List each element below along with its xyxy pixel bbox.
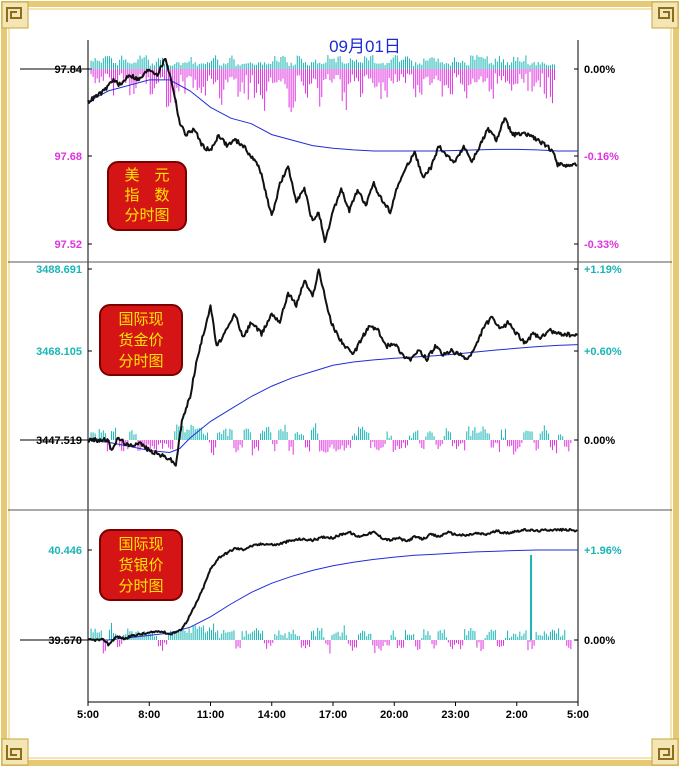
frame-corner-ornament-bl xyxy=(1,738,29,766)
frame-corner-ornament-tr xyxy=(651,1,679,29)
average-price-line xyxy=(87,79,578,152)
badge-dxy-line-3: 分时图 xyxy=(124,206,169,224)
badge-silver-line-2: 货银价 xyxy=(118,556,163,574)
badge-gold-price: 国际现 货金价 分时图 xyxy=(99,304,183,376)
price-line xyxy=(87,268,578,467)
badge-dollar-index: 美 元 指 数 分时图 xyxy=(107,161,187,231)
x-tick-label: 11:00 xyxy=(197,709,225,721)
left-tick-label: 3488.691 xyxy=(36,264,82,276)
left-tick-label: 97.68 xyxy=(54,151,82,163)
badge-dxy-line-1: 美 元 xyxy=(124,166,169,184)
chart-date-title: 09月01日 xyxy=(329,37,401,56)
x-tick-label: 5:00 xyxy=(567,709,589,721)
average-price-line xyxy=(87,344,579,454)
right-tick-label: +1.96% xyxy=(584,545,622,557)
left-tick-label: 3468.105 xyxy=(36,346,82,358)
x-tick-label: 8:00 xyxy=(138,709,160,721)
x-tick-label: 23:00 xyxy=(441,709,469,721)
left-tick-label: 3447.519 xyxy=(36,435,82,447)
badge-silver-line-1: 国际现 xyxy=(118,535,163,553)
badge-gold-line-2: 货金价 xyxy=(118,331,163,349)
left-tick-label: 97.52 xyxy=(54,239,82,251)
x-tick-label: 2:00 xyxy=(506,709,528,721)
panel-dollar-index: 97.84 97.68 97.52 0.00% -0.16% -0.33% xyxy=(20,55,619,251)
left-tick-label: 39.670 xyxy=(48,635,82,647)
badge-dxy-line-2: 指 数 xyxy=(124,186,169,204)
right-tick-label: +0.60% xyxy=(584,346,622,358)
x-tick-label: 17:00 xyxy=(319,709,347,721)
right-tick-label: 0.00% xyxy=(584,435,615,447)
right-tick-label: -0.16% xyxy=(584,151,619,163)
price-line xyxy=(87,58,578,244)
left-tick-label: 97.84 xyxy=(54,64,82,76)
frame-corner-ornament-tl xyxy=(1,1,29,29)
frame-corner-ornament-br xyxy=(651,738,679,766)
panel-silver-price: 40.446 39.670 +1.96% 0.00% xyxy=(20,527,622,654)
x-tick-label: 20:00 xyxy=(380,709,408,721)
badge-silver-price: 国际现 货银价 分时图 xyxy=(99,529,183,601)
panel-gold-price: 3488.691 3468.105 3447.519 +1.19% +0.60% 0.00… xyxy=(20,264,622,467)
x-tick-label: 14:00 xyxy=(258,709,286,721)
badge-gold-line-3: 分时图 xyxy=(118,352,163,370)
right-tick-label: +1.19% xyxy=(584,264,622,276)
x-tick-label: 5:00 xyxy=(77,709,99,721)
badge-silver-line-3: 分时图 xyxy=(118,577,163,595)
price-line xyxy=(87,527,578,647)
left-tick-label: 40.446 xyxy=(48,545,82,557)
badge-gold-line-1: 国际现 xyxy=(118,310,163,328)
right-tick-label: -0.33% xyxy=(584,239,619,251)
right-tick-label: 0.00% xyxy=(584,64,615,76)
x-axis: 5:00 8:00 11:00 14:00 17:00 20:00 23:00 2:00 5:0… xyxy=(77,702,589,721)
right-tick-label: 0.00% xyxy=(584,635,615,647)
